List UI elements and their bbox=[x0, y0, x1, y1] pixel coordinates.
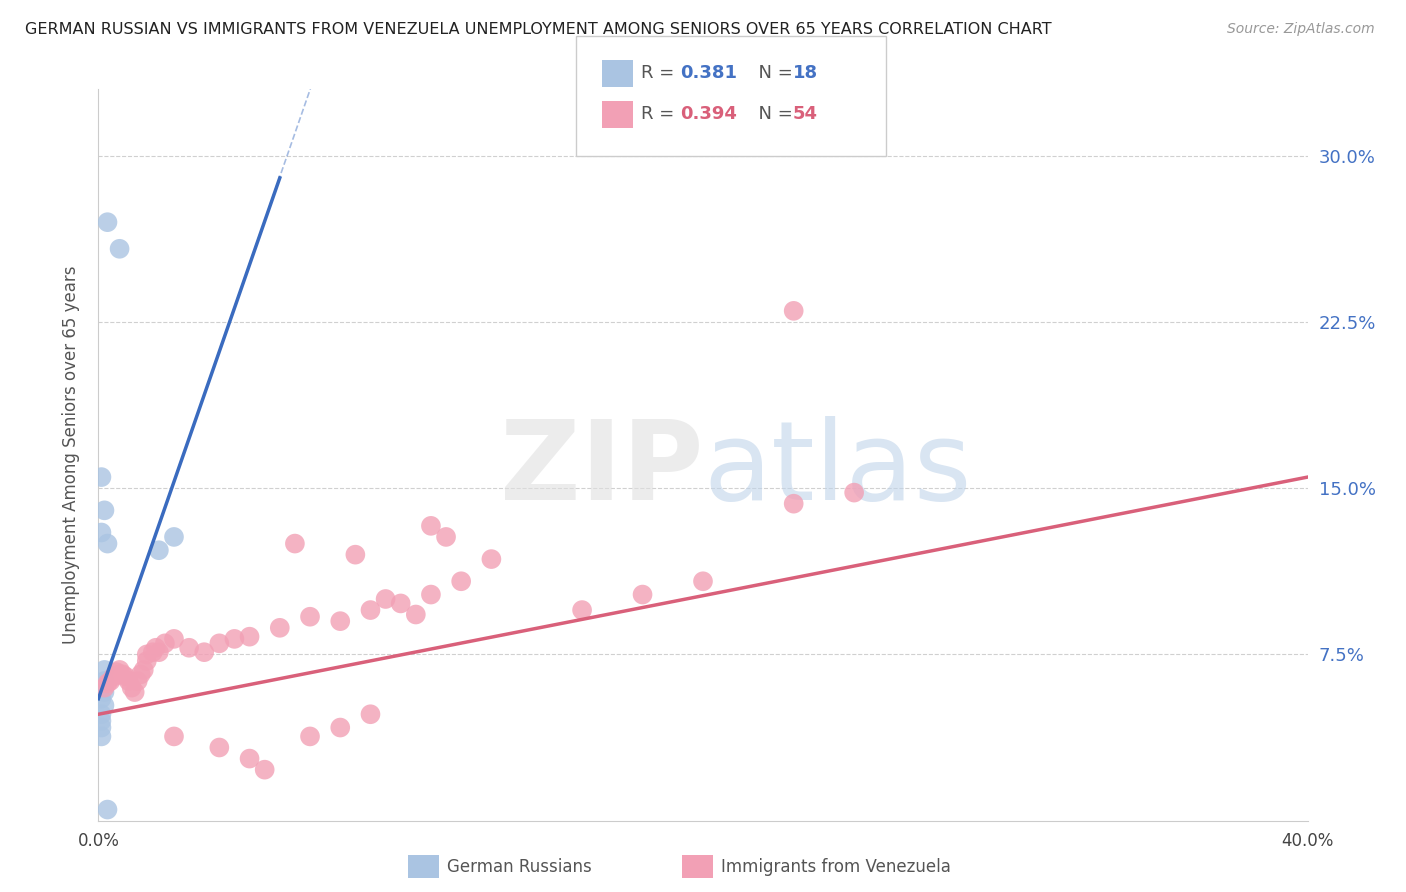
Text: atlas: atlas bbox=[703, 416, 972, 523]
Point bbox=[163, 730, 186, 744]
Point bbox=[631, 588, 654, 602]
Point bbox=[90, 707, 112, 722]
Point bbox=[100, 673, 122, 688]
Point bbox=[127, 673, 149, 688]
Point bbox=[145, 640, 167, 655]
Point bbox=[108, 667, 131, 681]
Point bbox=[103, 669, 125, 683]
Point bbox=[129, 667, 152, 681]
Point bbox=[108, 242, 131, 256]
Point bbox=[420, 519, 443, 533]
Text: ZIP: ZIP bbox=[499, 416, 703, 523]
Point bbox=[90, 470, 112, 484]
Point bbox=[93, 663, 115, 677]
Point bbox=[90, 714, 112, 728]
Point bbox=[105, 665, 128, 680]
Point bbox=[208, 636, 231, 650]
Point bbox=[90, 730, 112, 744]
Point bbox=[239, 630, 262, 644]
Point bbox=[96, 803, 118, 817]
Point bbox=[96, 215, 118, 229]
Point bbox=[124, 685, 146, 699]
Point bbox=[269, 621, 291, 635]
Point bbox=[111, 667, 134, 681]
Point bbox=[93, 685, 115, 699]
Text: 0.394: 0.394 bbox=[681, 105, 737, 123]
Point bbox=[450, 574, 472, 589]
Point bbox=[224, 632, 246, 646]
Point bbox=[299, 609, 322, 624]
Point bbox=[179, 640, 201, 655]
Point bbox=[420, 588, 443, 602]
Point bbox=[163, 632, 186, 646]
Point bbox=[90, 691, 112, 706]
Point bbox=[93, 503, 115, 517]
Text: German Russians: German Russians bbox=[447, 858, 592, 876]
Point bbox=[153, 636, 176, 650]
Point bbox=[389, 596, 412, 610]
Point bbox=[108, 663, 131, 677]
Point bbox=[121, 681, 143, 695]
Text: Immigrants from Venezuela: Immigrants from Venezuela bbox=[721, 858, 950, 876]
Y-axis label: Unemployment Among Seniors over 65 years: Unemployment Among Seniors over 65 years bbox=[62, 266, 80, 644]
Text: 54: 54 bbox=[793, 105, 818, 123]
Text: GERMAN RUSSIAN VS IMMIGRANTS FROM VENEZUELA UNEMPLOYMENT AMONG SENIORS OVER 65 Y: GERMAN RUSSIAN VS IMMIGRANTS FROM VENEZU… bbox=[25, 22, 1052, 37]
Point bbox=[360, 603, 382, 617]
Point bbox=[329, 721, 352, 735]
Point bbox=[142, 645, 165, 659]
Text: 0.381: 0.381 bbox=[681, 64, 738, 82]
Point bbox=[96, 676, 118, 690]
Point bbox=[783, 497, 806, 511]
Point bbox=[374, 592, 396, 607]
Point bbox=[299, 730, 322, 744]
Point bbox=[405, 607, 427, 622]
Text: 18: 18 bbox=[793, 64, 818, 82]
Point bbox=[692, 574, 714, 589]
Point bbox=[148, 543, 170, 558]
Point bbox=[481, 552, 503, 566]
Point bbox=[163, 530, 186, 544]
Point bbox=[135, 654, 157, 668]
Point bbox=[148, 645, 170, 659]
Point bbox=[132, 663, 155, 677]
Point bbox=[90, 525, 112, 540]
Point bbox=[118, 673, 141, 688]
Point bbox=[360, 707, 382, 722]
Text: R =: R = bbox=[641, 64, 681, 82]
Point bbox=[90, 721, 112, 735]
Point bbox=[783, 303, 806, 318]
Point bbox=[93, 681, 115, 695]
Point bbox=[344, 548, 367, 562]
Point bbox=[571, 603, 593, 617]
Point bbox=[93, 698, 115, 713]
Point bbox=[96, 536, 118, 550]
Point bbox=[284, 536, 307, 550]
Text: N =: N = bbox=[747, 105, 799, 123]
Point bbox=[208, 740, 231, 755]
Point bbox=[844, 485, 866, 500]
Text: N =: N = bbox=[747, 64, 799, 82]
Text: R =: R = bbox=[641, 105, 681, 123]
Point bbox=[434, 530, 457, 544]
Point bbox=[193, 645, 215, 659]
Point bbox=[329, 614, 352, 628]
Text: Source: ZipAtlas.com: Source: ZipAtlas.com bbox=[1227, 22, 1375, 37]
Point bbox=[253, 763, 276, 777]
Point bbox=[135, 648, 157, 662]
Point bbox=[93, 673, 115, 688]
Point bbox=[239, 751, 262, 765]
Point bbox=[114, 669, 136, 683]
